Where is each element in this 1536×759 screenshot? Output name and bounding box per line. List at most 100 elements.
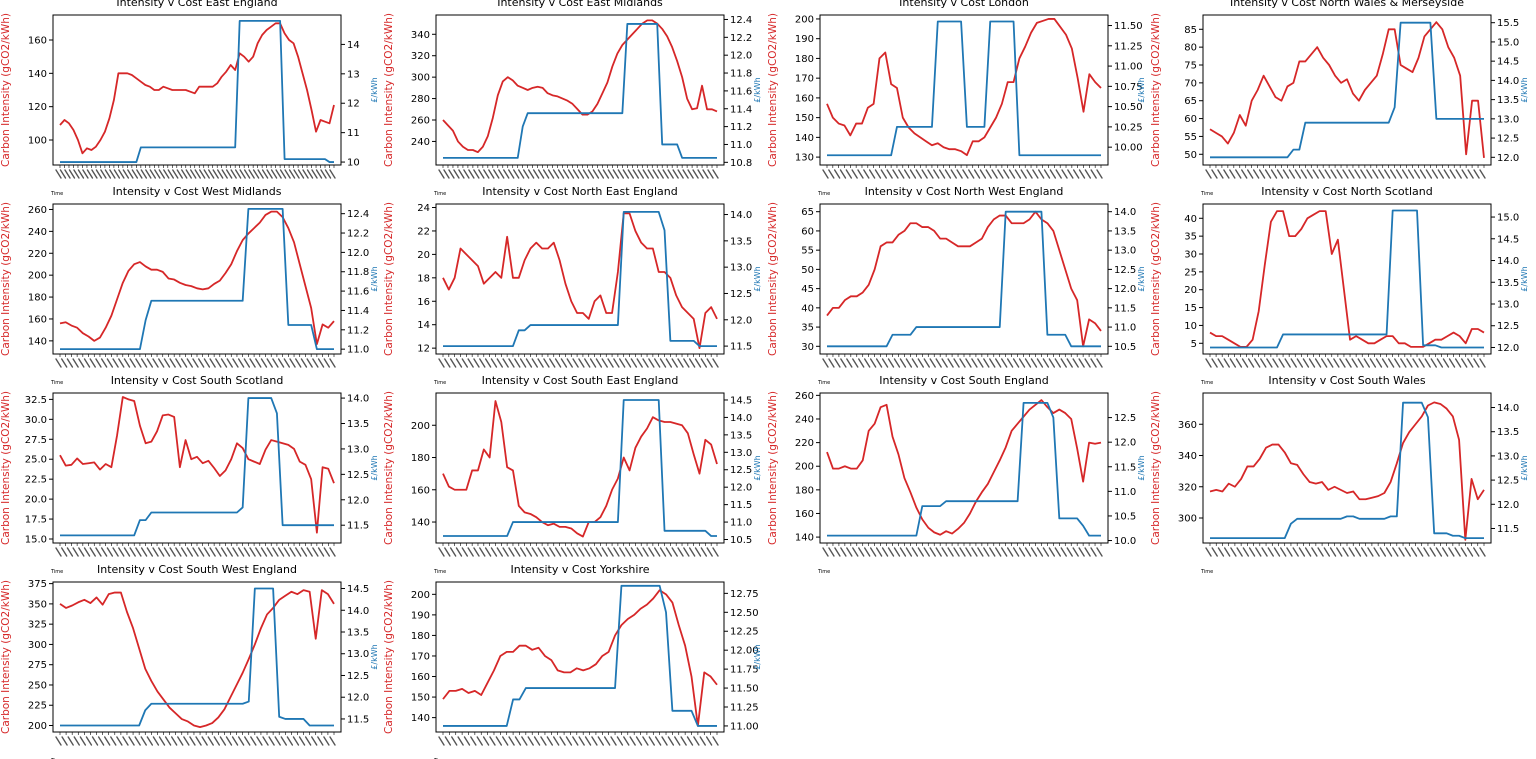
x-tick-label <box>572 547 579 557</box>
x-tick-label <box>619 547 626 557</box>
y2-tick-label: 12.0 <box>1497 153 1519 164</box>
y-tick-label: 160 <box>28 314 47 325</box>
y-tick-label: 170 <box>411 651 430 662</box>
x-tick-label <box>129 358 136 368</box>
y-tick-label: 50 <box>801 265 814 276</box>
y-tick-label: 32.5 <box>25 395 47 406</box>
x-tick-label <box>146 358 154 368</box>
x-tick-label <box>154 169 161 179</box>
y-tick-label: 200 <box>795 14 814 25</box>
x-tick-label <box>1460 547 1468 557</box>
y2-tick-label: 12.5 <box>1497 134 1519 145</box>
y2-tick-label: 12.75 <box>730 589 759 600</box>
y2-tick-label: 13.0 <box>1114 246 1136 257</box>
x-tick-label <box>953 358 960 368</box>
x-tick-label <box>329 169 336 179</box>
x-tick-label <box>1306 169 1313 179</box>
y2-tick-label: 11.6 <box>730 86 752 97</box>
x-tick-label <box>1229 358 1237 368</box>
x-tick-label <box>72 547 79 557</box>
y2-tick-label: 14.0 <box>1497 76 1519 87</box>
x-tick-label <box>1270 169 1278 179</box>
x-tick-label <box>274 736 281 746</box>
y2-tick-label: 11.5 <box>1497 524 1519 535</box>
y-tick-label: 160 <box>411 672 430 683</box>
x-tick-label <box>1436 358 1444 368</box>
y-tick-label: 20 <box>417 250 430 261</box>
x-tick-label <box>1247 358 1255 368</box>
y-tick-label: 65 <box>801 207 814 218</box>
x-tick-label <box>317 358 325 368</box>
x-tick-label <box>630 547 638 557</box>
x-tick-label <box>140 547 148 557</box>
x-tick-label <box>613 547 620 557</box>
x-tick-label <box>601 547 608 557</box>
x-tick-label <box>1248 547 1256 557</box>
x-tick-label <box>1473 547 1480 557</box>
x-tick-label <box>219 736 227 746</box>
x-tick-label <box>169 358 176 368</box>
x-tick-label <box>584 547 591 557</box>
x-tick-label <box>572 169 580 179</box>
x-tick-label <box>135 547 142 557</box>
x-tick-label <box>595 547 603 557</box>
x-tick-label <box>959 358 966 368</box>
y-tick-label: 200 <box>28 721 47 732</box>
subplot-11: Intensity v Cost South England 140 160 180 2… <box>767 374 1146 575</box>
x-tick-label <box>923 358 930 368</box>
x-tick-label <box>502 547 509 557</box>
x-tick-label <box>944 169 952 179</box>
chart-title: Intensity v Cost West Midlands <box>113 185 282 198</box>
x-tick-label <box>320 169 327 179</box>
x-tick-label <box>83 358 91 368</box>
x-tick-label <box>554 358 562 368</box>
x-tick-label <box>185 169 192 179</box>
y2-tick-label: 12.4 <box>347 209 369 220</box>
x-tick-label <box>272 547 279 557</box>
x-tick-label <box>1395 169 1403 179</box>
intensity-line <box>442 19 718 154</box>
x-tick-label <box>209 358 216 368</box>
x-tick-label <box>702 169 709 179</box>
subplot-5: Intensity v Cost West Midlands 140 160 180 2… <box>0 185 379 386</box>
x-tick-label <box>1389 169 1397 179</box>
x-tick-label <box>86 169 94 179</box>
x-tick-label <box>857 169 864 179</box>
y2-tick-label: 11.0 <box>1114 487 1136 498</box>
y-tick-label: 240 <box>795 414 814 425</box>
cost-line <box>827 20 1101 157</box>
y2-tick-label: 10.5 <box>1114 511 1136 522</box>
x-tick-label <box>177 736 184 746</box>
x-tick-label <box>1418 358 1425 368</box>
x-tick-label <box>546 736 554 746</box>
x-tick-label <box>502 736 509 746</box>
x-tick-label <box>243 169 251 179</box>
x-tick-label <box>1467 169 1474 179</box>
y-tick-label: 200 <box>411 590 430 601</box>
y-axis-label: Carbon Intensity (gCO2/kWh) <box>767 202 779 356</box>
x-tick-label <box>899 547 907 557</box>
x-tick-label <box>1012 358 1020 368</box>
x-tick-label <box>1205 169 1212 179</box>
x-tick-label <box>1018 358 1026 368</box>
x-tick-label <box>1236 547 1243 557</box>
y-tick-label: 100 <box>28 136 47 147</box>
x-tick-label <box>540 736 547 746</box>
x-tick-label <box>875 358 883 368</box>
x-tick-label <box>1323 547 1331 557</box>
x-tick-label <box>1078 169 1086 179</box>
x-tick-label <box>1006 358 1014 368</box>
chart-title: Intensity v Cost North Scotland <box>1261 185 1432 198</box>
x-tick-label <box>995 358 1002 368</box>
y2-tick-label: 13.0 <box>730 448 752 459</box>
x-tick-label <box>463 736 471 746</box>
x-tick-label <box>158 736 166 746</box>
x-tick-label <box>947 358 954 368</box>
x-tick-label <box>1205 358 1212 368</box>
x-tick-label <box>869 547 877 557</box>
y2-tick-label: 12.2 <box>730 33 752 44</box>
x-tick-label <box>311 736 318 746</box>
y2-tick-label: 13.0 <box>1497 451 1519 462</box>
x-tick-label <box>502 358 509 368</box>
x-tick-label <box>455 547 463 557</box>
